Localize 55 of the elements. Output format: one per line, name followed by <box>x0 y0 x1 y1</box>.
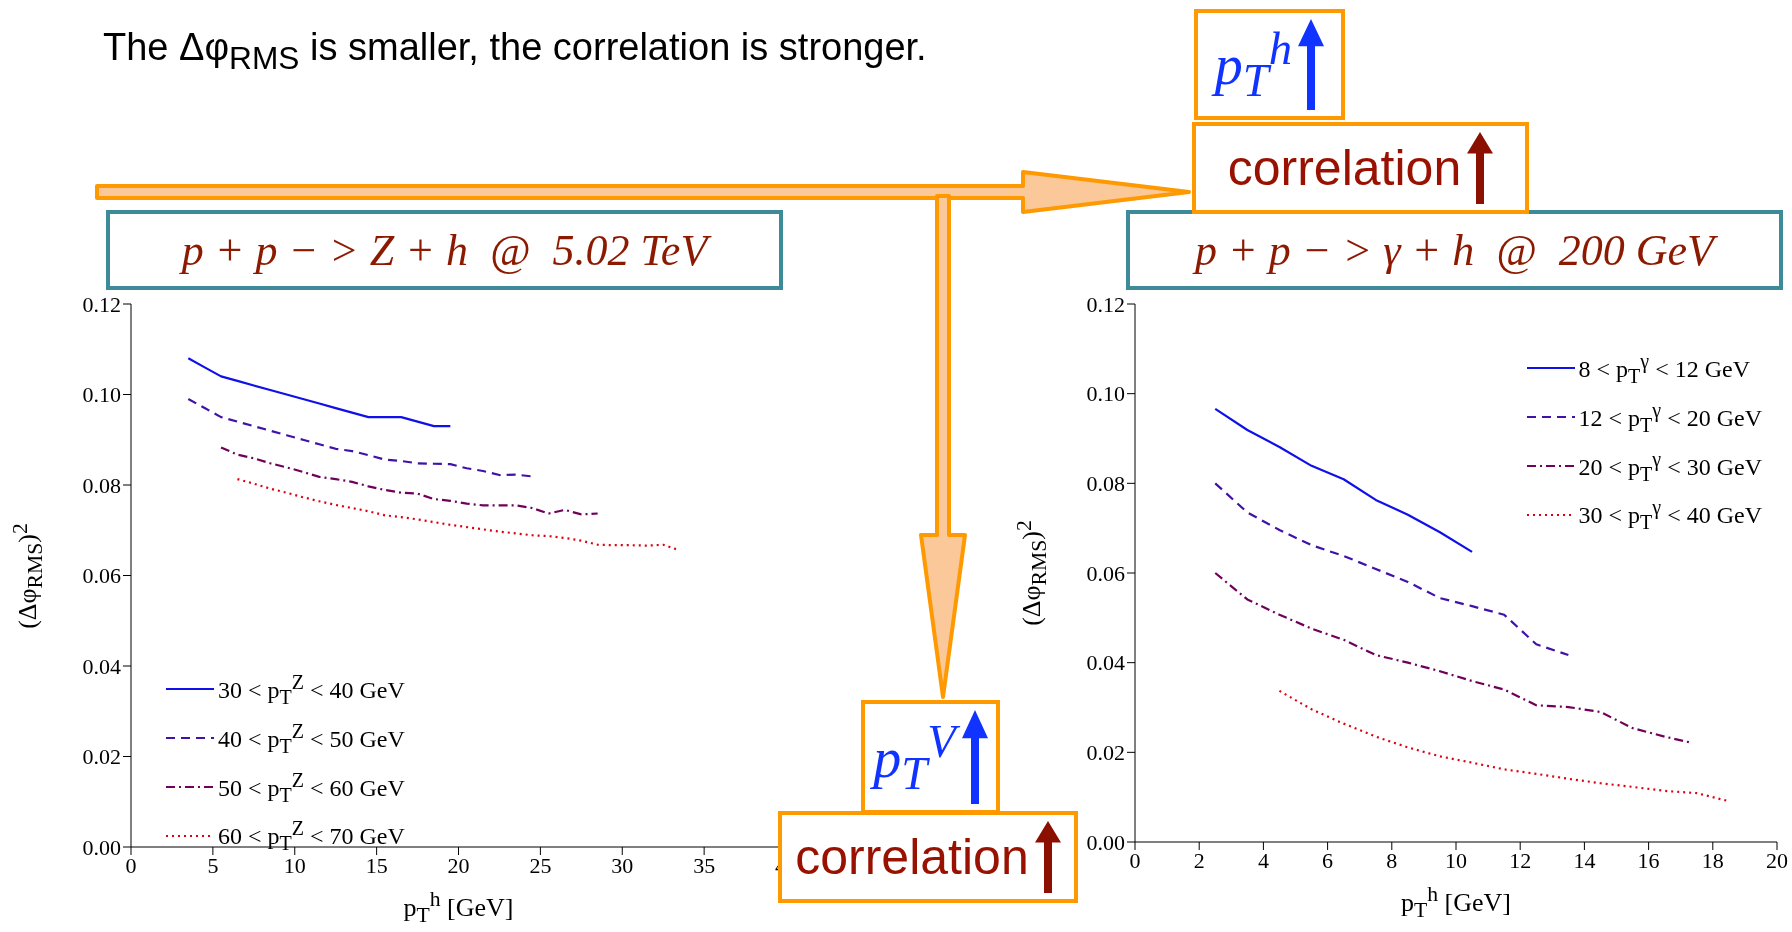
line-series <box>1214 571 1692 744</box>
chart-title: p + p − > γ + h @ 200 GeV <box>1126 210 1783 290</box>
y-tick-label: 0.08 <box>82 472 121 498</box>
x-axis-title: p$_{T}$$^{h}$ [GeV] <box>402 887 515 928</box>
x-tick-label: 18 <box>1701 847 1724 873</box>
y-tick-label: 0.10 <box>1086 381 1125 407</box>
legend-label: 50 < p$_{T}$$^{Z}$ < 60 GeV <box>218 767 405 808</box>
x-tick-label: 8 <box>1386 847 1398 873</box>
line-series <box>236 478 678 551</box>
x-tick-label: 4 <box>1257 847 1269 873</box>
x-tick-label: 10 <box>1445 847 1467 873</box>
y-tick-label: 0.06 <box>1086 560 1125 586</box>
x-tick-label: 0 <box>125 852 137 878</box>
x-tick-label: 10 <box>283 852 306 878</box>
x-tick-label: 20 <box>1766 847 1788 873</box>
y-tick-label: 0.04 <box>82 653 121 679</box>
x-tick-label: 35 <box>693 852 716 878</box>
legend-label: 30 < p$_{T}$$^{γ}$ < 40 GeV <box>1578 495 1762 536</box>
x-tick-label: 20 <box>447 852 470 878</box>
y-tick-label: 0.12 <box>1086 291 1125 317</box>
line-series <box>1214 407 1474 554</box>
legend-label: 12 < p$_{T}$$^{γ}$ < 20 GeV <box>1578 397 1762 438</box>
y-tick-label: 0.10 <box>82 382 121 408</box>
x-tick-label: 30 <box>611 852 634 878</box>
text: correlation <box>795 829 1029 885</box>
x-tick-label: 15 <box>365 852 388 878</box>
y-tick-label: 0.06 <box>82 563 121 589</box>
x-tick-label: 2 <box>1193 847 1205 873</box>
y-tick-label: 0.12 <box>82 291 121 317</box>
legend-label: 20 < p$_{T}$$^{γ}$ < 30 GeV <box>1578 446 1762 487</box>
line-series <box>1214 482 1570 657</box>
x-tick-label: 14 <box>1573 847 1596 873</box>
x-tick-label: 5 <box>207 852 219 878</box>
y-tick-label: 0.08 <box>1086 471 1125 497</box>
y-tick-label: 0.00 <box>82 834 121 860</box>
line-series <box>219 446 599 516</box>
chart-title: p + p − > Z + h @ 5.02 TeV <box>106 210 783 290</box>
line-series <box>187 357 452 428</box>
y-tick-label: 0.04 <box>1086 650 1125 676</box>
x-tick-label: 0 <box>1129 847 1141 873</box>
legend-label: 8 < p$_{T}$$^{γ}$ < 12 GeV <box>1578 349 1750 389</box>
line-series <box>187 397 534 478</box>
x-tick-label: 25 <box>529 852 552 878</box>
text: The Δφ$_{RMS}$ is smaller, the correlation is stronger. <box>103 26 927 77</box>
x-tick-label: 12 <box>1509 847 1532 873</box>
legend-label: 40 < p$_{T}$$^{Z}$ < 50 GeV <box>218 718 405 759</box>
legend-label: 30 < p$_{T}$$^{Z}$ < 40 GeV <box>218 670 405 710</box>
legend-label: 60 < p$_{T}$$^{Z}$ < 70 GeV <box>218 817 405 855</box>
x-tick-label: 6 <box>1322 847 1334 873</box>
text: correlation <box>1227 140 1462 196</box>
x-axis-title: p$_{T}$$^{h}$ [GeV] <box>1400 882 1512 923</box>
y-tick-label: 0.02 <box>1086 740 1125 766</box>
y-tick-label: 0.00 <box>1086 829 1125 855</box>
y-tick-label: 0.02 <box>82 744 121 770</box>
x-tick-label: 16 <box>1637 847 1660 873</box>
